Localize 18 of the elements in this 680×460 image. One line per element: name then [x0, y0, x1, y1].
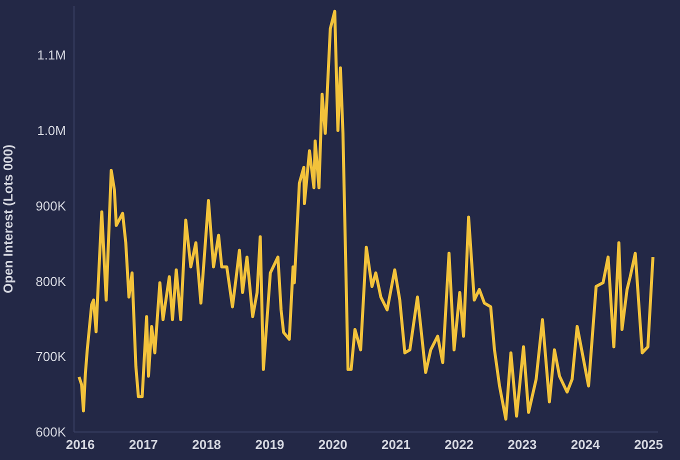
y-tick-label: 1.1M — [37, 48, 66, 63]
y-tick-label: 1.0M — [37, 123, 66, 138]
y-axis-title: Open Interest (Lots 000) — [0, 144, 16, 294]
line-series — [78, 10, 654, 421]
x-tick-label: 2022 — [444, 437, 474, 452]
x-tick-label: 2017 — [128, 437, 158, 452]
x-tick-label: 2016 — [66, 437, 95, 452]
y-tick-label: 600K — [36, 424, 66, 440]
y-tick-label: 800K — [36, 274, 66, 289]
y-tick-label: 900K — [36, 198, 66, 214]
x-tick-label: 2024 — [570, 437, 601, 452]
x-tick-label: 2025 — [634, 437, 663, 452]
x-tick-label: 2023 — [508, 437, 537, 452]
x-tick-label: 2019 — [255, 437, 284, 452]
x-tick-label: 2018 — [192, 437, 222, 452]
x-tick-label: 2021 — [382, 437, 410, 452]
x-tick-label: 2020 — [318, 437, 348, 452]
y-tick-label: 700K — [36, 349, 66, 364]
